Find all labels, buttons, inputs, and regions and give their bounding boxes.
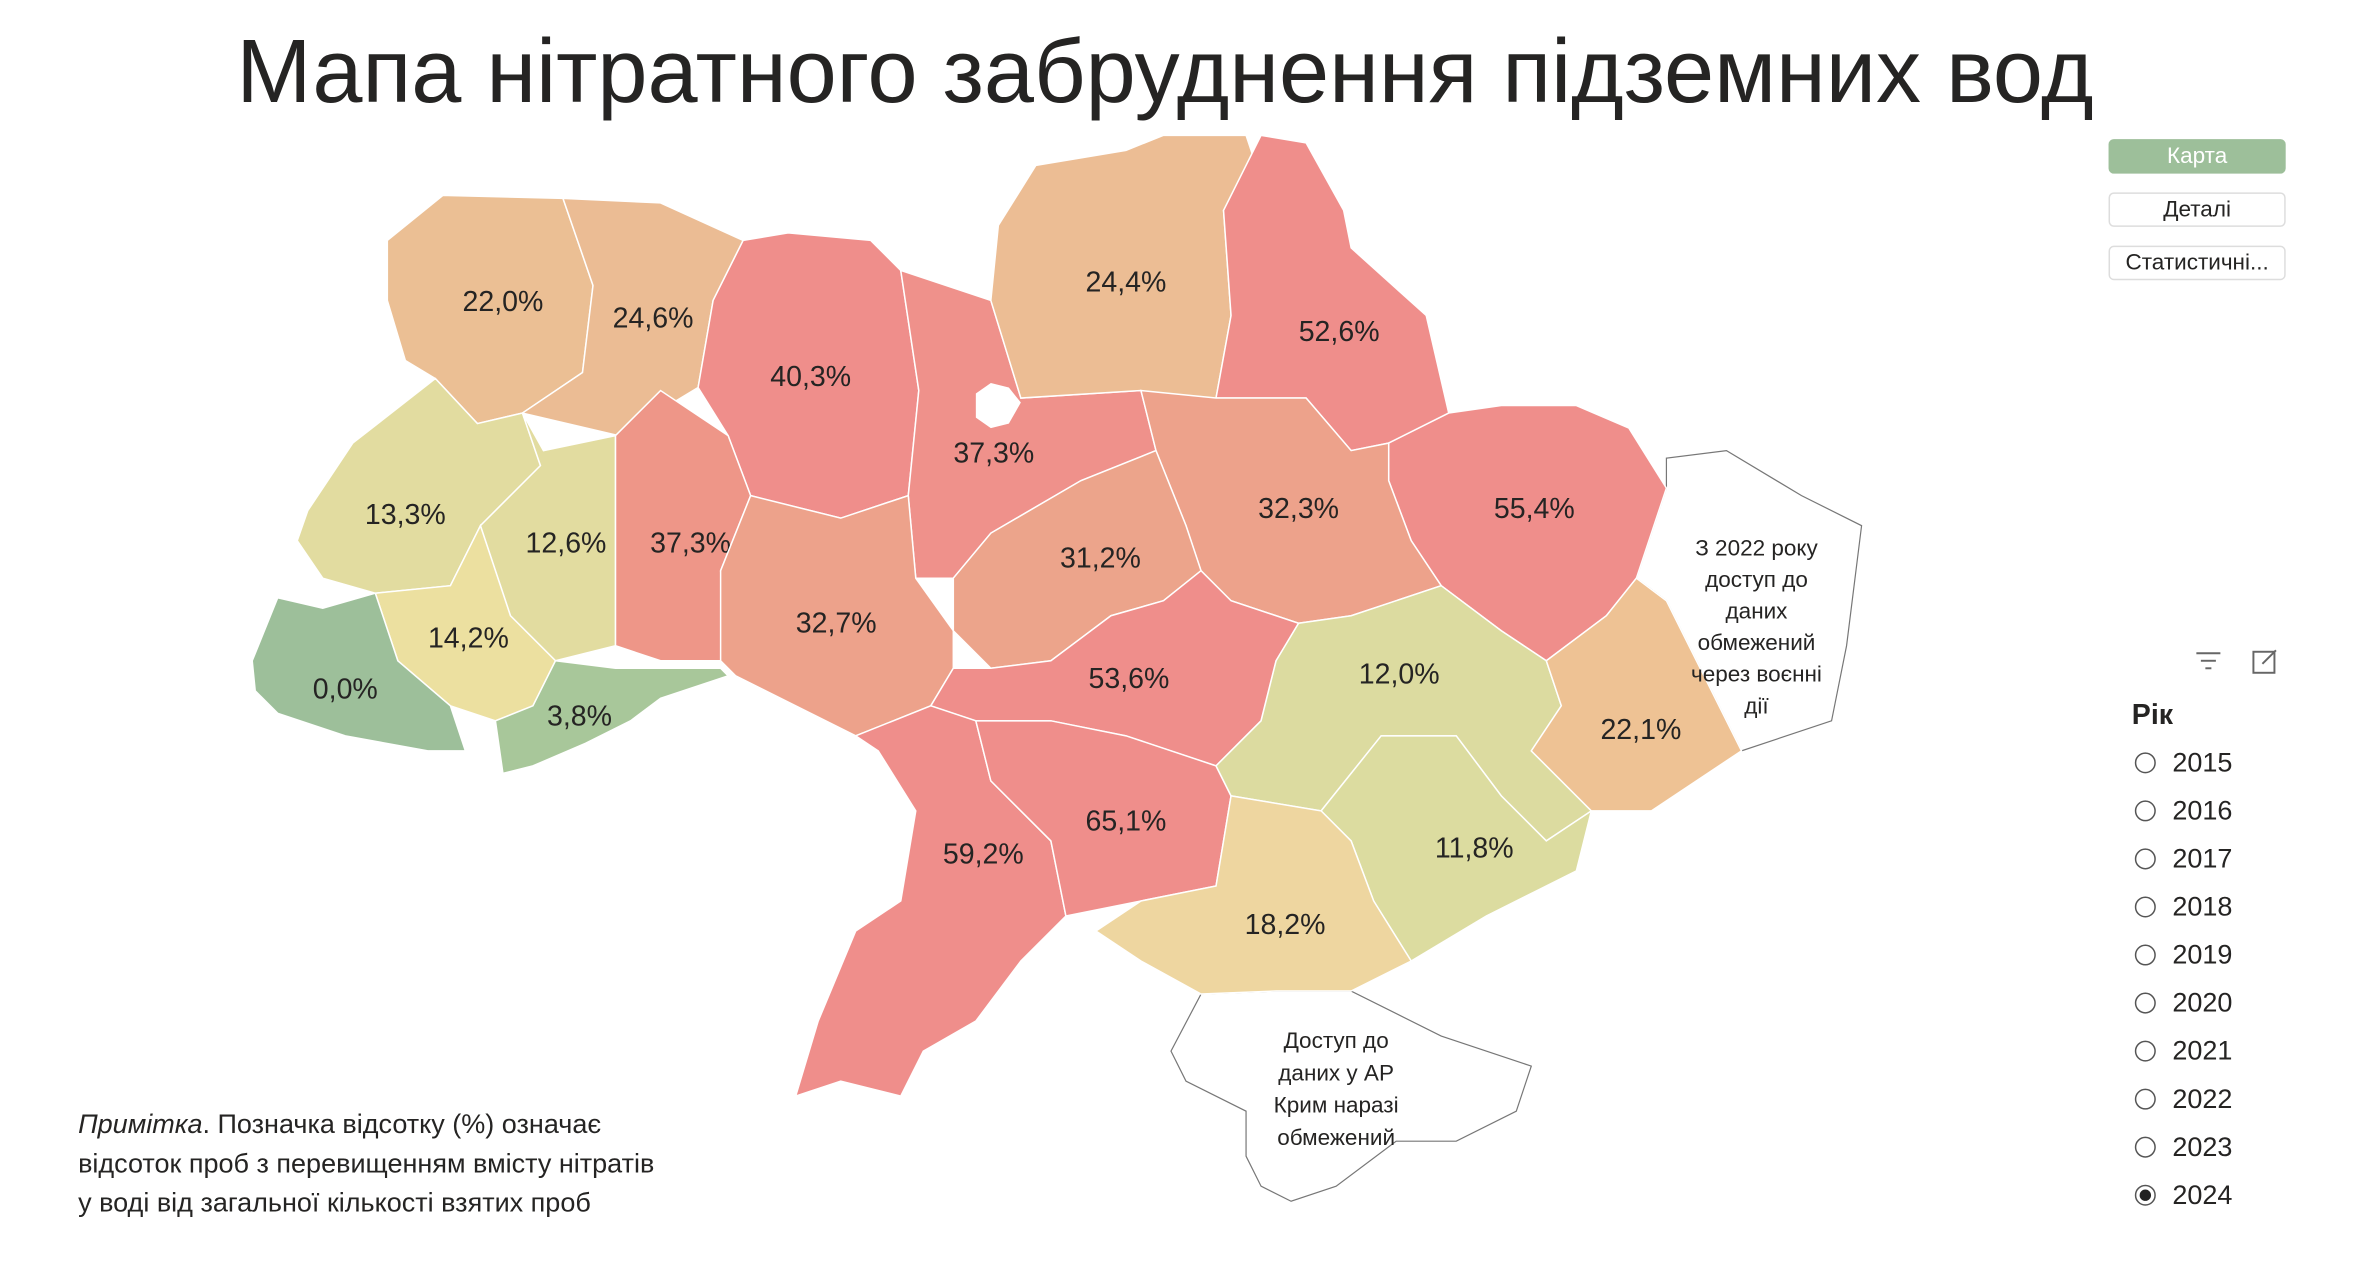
slicer-option[interactable]: 2020 xyxy=(2172,988,2232,1018)
slicer-option[interactable]: 2023 xyxy=(2172,1132,2232,1162)
region-label: 52,6% xyxy=(1299,316,1380,348)
region[interactable] xyxy=(1530,577,1743,812)
region-label: 37,3% xyxy=(650,528,731,560)
east-note-line: даних xyxy=(1726,599,1789,624)
note-italic: Примітка xyxy=(78,1109,202,1139)
region-label: 0,0% xyxy=(313,673,378,705)
region-label: 24,4% xyxy=(1086,266,1167,298)
nav-button[interactable] xyxy=(2108,139,2286,174)
radio-button[interactable] xyxy=(2134,848,2156,870)
region-label: 55,4% xyxy=(1494,493,1575,525)
region-label: 12,6% xyxy=(526,528,607,560)
side-panel: Карта Деталі Статистичні... Рік 2015 2016 2017… xyxy=(2108,139,2286,1210)
slicer-title: Рік xyxy=(2132,699,2174,731)
slicer-option[interactable]: 2021 xyxy=(2172,1036,2232,1066)
radio-button[interactable] xyxy=(2134,1088,2156,1110)
region-label: 53,6% xyxy=(1089,663,1170,695)
region-label: 14,2% xyxy=(428,622,509,654)
region-label: 32,3% xyxy=(1258,493,1339,525)
region[interactable] xyxy=(1094,795,1413,995)
region-label: 31,2% xyxy=(1060,543,1141,575)
east-note-line: через воєнні xyxy=(1691,662,1822,687)
region-label: 59,2% xyxy=(943,838,1024,870)
note-text: . Позначка відсотку (%) означає xyxy=(203,1109,602,1139)
radio-button[interactable] xyxy=(2134,800,2156,822)
slicer-option[interactable]: 2016 xyxy=(2172,796,2232,826)
crimea-note-line: Крим наразі xyxy=(1274,1093,1399,1118)
slicer-option[interactable]: 2018 xyxy=(2172,892,2232,922)
slicer-option[interactable]: 2019 xyxy=(2172,940,2232,970)
region-label: 11,8% xyxy=(1435,832,1514,864)
radio-button[interactable] xyxy=(2134,752,2156,774)
region[interactable] xyxy=(494,659,730,775)
region-label: 18,2% xyxy=(1245,909,1326,941)
radio-button[interactable] xyxy=(2134,1040,2156,1062)
region-label: 40,3% xyxy=(770,361,851,393)
region-label: 37,3% xyxy=(953,438,1034,470)
nav-button-label[interactable]: Статистичні... xyxy=(2126,250,2269,275)
east-note-line: доступ до xyxy=(1705,567,1808,592)
crimea-note-line: даних у АР xyxy=(1278,1060,1394,1085)
crimea-note-line: Доступ до xyxy=(1284,1028,1389,1053)
region-label: 13,3% xyxy=(365,499,446,531)
radio-dot xyxy=(2139,1189,2152,1201)
radio-button[interactable] xyxy=(2134,1136,2156,1158)
region-label: 24,6% xyxy=(613,303,694,335)
region[interactable] xyxy=(479,412,617,662)
slicer-option[interactable]: 2017 xyxy=(2172,844,2232,874)
nav-button[interactable] xyxy=(2108,245,2286,281)
note-line: Примітка. Позначка відсотку (%) означає xyxy=(78,1109,601,1139)
note-line: відсоток проб з перевищенням вмісту нітр… xyxy=(78,1148,654,1178)
east-note-line: дії xyxy=(1744,693,1769,718)
map: 22,0% 24,6% 40,3% 37,3% 24,4% 52,6% 55,4% 32,3%… xyxy=(251,134,1863,1202)
slicer-option[interactable]: 2015 xyxy=(2172,747,2232,777)
crimea-note-line: обмежений xyxy=(1277,1125,1395,1150)
radio-button[interactable] xyxy=(2134,896,2156,918)
region-label: 65,1% xyxy=(1086,805,1167,837)
radio-button[interactable] xyxy=(2134,944,2156,966)
nav-button-label[interactable]: Деталі xyxy=(2163,196,2231,221)
kyiv-city xyxy=(975,383,1021,429)
note-line: у воді від загальної кількості взятих пр… xyxy=(78,1187,591,1217)
east-note-line: обмежений xyxy=(1698,630,1816,655)
region-label: 22,0% xyxy=(462,286,543,318)
east-note-line: З 2022 року xyxy=(1695,536,1818,561)
nav-button-label[interactable]: Карта xyxy=(2167,143,2228,168)
no-data-region xyxy=(1170,990,1533,1202)
nav-button[interactable] xyxy=(2108,192,2286,227)
filter-icon[interactable] xyxy=(2196,652,2221,670)
region-label: 12,0% xyxy=(1359,658,1440,690)
page-title: Мапа нітратного забруднення підземних во… xyxy=(236,21,2093,122)
radio-button[interactable] xyxy=(2134,992,2156,1014)
region-label: 22,1% xyxy=(1600,714,1681,746)
region-label: 3,8% xyxy=(547,700,612,732)
slicer-option[interactable]: 2024 xyxy=(2172,1180,2232,1210)
region[interactable] xyxy=(251,592,467,752)
slicer-option[interactable]: 2022 xyxy=(2172,1084,2232,1114)
focus-icon[interactable] xyxy=(2252,649,2277,674)
region-label: 32,7% xyxy=(796,607,877,639)
